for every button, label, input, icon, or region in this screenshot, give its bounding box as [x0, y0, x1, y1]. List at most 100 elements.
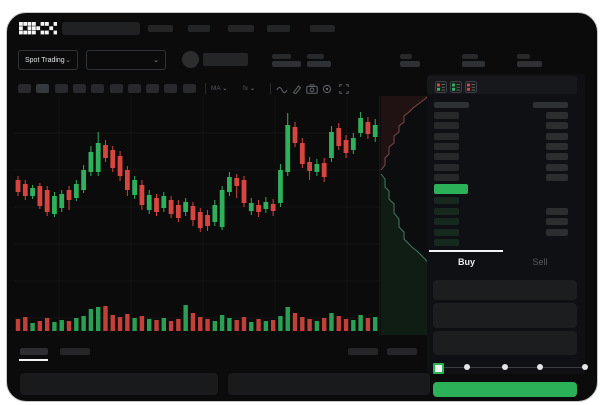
candlestick-chart[interactable] — [14, 96, 380, 336]
stat-label-placeholder — [462, 54, 478, 59]
ask-row-amount — [546, 122, 568, 130]
bid-row-price[interactable] — [434, 207, 459, 215]
timeframe-button[interactable] — [54, 84, 68, 93]
bid-row-price[interactable] — [434, 218, 459, 226]
pair-selector-dropdown[interactable]: ⌄ — [86, 50, 166, 70]
indicator-ma-dropdown[interactable]: MA ⌄ — [211, 85, 227, 92]
fullscreen-icon[interactable] — [339, 84, 349, 94]
slider-dot[interactable] — [582, 364, 588, 370]
timeframe-button[interactable] — [109, 84, 123, 93]
stat-label-placeholder — [517, 54, 530, 59]
ask-row-amount — [546, 142, 568, 150]
timeframe-button[interactable] — [182, 84, 196, 93]
ask-row-price[interactable] — [434, 132, 459, 140]
bid-row-amount — [546, 228, 568, 236]
indicator-fx-label: fx — [243, 85, 249, 92]
bid-row-price[interactable] — [434, 239, 459, 247]
timeframe-button[interactable] — [91, 84, 105, 93]
indicator-ma-label: MA — [211, 85, 221, 92]
bid-row-amount — [546, 218, 568, 226]
price-field[interactable] — [433, 280, 577, 300]
ask-row-price[interactable] — [434, 112, 459, 119]
chart-depth-divider — [379, 96, 380, 336]
orders-filter[interactable] — [387, 348, 417, 355]
nav-item[interactable] — [267, 25, 290, 32]
orders-tab-underline — [19, 359, 48, 361]
ask-row-price[interactable] — [434, 173, 459, 181]
timeframe-button[interactable] — [164, 84, 178, 93]
stat-value-placeholder — [400, 61, 420, 67]
last-price-highlight[interactable] — [434, 184, 468, 194]
ask-row-price[interactable] — [434, 153, 459, 161]
tab-sell[interactable]: Sell — [532, 257, 548, 267]
bid-row-price[interactable] — [434, 197, 459, 204]
timeframe-button[interactable] — [36, 84, 50, 93]
orders-panel — [228, 373, 430, 395]
bid-row-amount — [546, 207, 568, 215]
book-bids-icon[interactable] — [450, 81, 462, 93]
depth-chart — [380, 96, 430, 336]
ask-row-price[interactable] — [434, 122, 459, 130]
orders-filter[interactable] — [348, 348, 378, 355]
chevron-down-icon: ⌄ — [222, 86, 228, 92]
timeframe-button[interactable] — [18, 84, 31, 93]
spot-trading-label: Spot Trading — [25, 56, 65, 64]
stat-label-placeholder — [400, 54, 412, 59]
stat-value-placeholder — [517, 61, 542, 67]
timeframe-button[interactable] — [72, 84, 86, 93]
indicator-fx-dropdown[interactable]: fx ⌄ — [243, 85, 255, 92]
buy-button[interactable] — [433, 382, 577, 397]
slider-dot[interactable] — [464, 364, 470, 370]
nav-item[interactable] — [310, 25, 335, 32]
total-field[interactable] — [433, 331, 577, 355]
nav-item[interactable] — [228, 25, 254, 32]
book-combined-icon[interactable] — [435, 81, 447, 93]
ask-row-amount — [546, 112, 568, 119]
ask-row-amount — [546, 132, 568, 140]
settings-icon[interactable] — [322, 84, 332, 94]
toolbar-divider — [205, 83, 206, 94]
orders-tab-active[interactable] — [20, 348, 48, 355]
orders-panel — [20, 373, 218, 395]
stat-value-placeholder — [272, 61, 301, 67]
search-input[interactable] — [62, 22, 140, 35]
timeframe-button[interactable] — [146, 84, 160, 93]
nav-item[interactable] — [148, 25, 173, 32]
order-book-header-amount — [533, 102, 568, 108]
okx-logo[interactable] — [19, 22, 57, 35]
brush-icon[interactable] — [292, 84, 302, 94]
coin-icon — [182, 51, 199, 68]
spot-trading-dropdown[interactable]: Spot Trading ⌄ — [18, 50, 78, 70]
camera-icon[interactable] — [306, 84, 318, 94]
bid-row-price[interactable] — [434, 228, 459, 236]
wave-icon[interactable] — [276, 85, 288, 94]
slider-dot[interactable] — [537, 364, 543, 370]
ask-row-price[interactable] — [434, 163, 459, 171]
tab-buy[interactable]: Buy — [457, 257, 475, 267]
slider-dot[interactable] — [502, 364, 508, 370]
order-book-toolbar — [427, 76, 577, 94]
chevron-down-icon: ⌄ — [153, 56, 159, 64]
orders-tab[interactable] — [60, 348, 90, 355]
stat-label-placeholder — [272, 54, 291, 59]
ask-row-amount — [546, 153, 568, 161]
buy-tab-underline — [429, 250, 503, 252]
stat-label-placeholder — [307, 54, 324, 59]
ask-row-price[interactable] — [434, 142, 459, 150]
toolbar-divider — [270, 83, 271, 94]
stat-value-placeholder — [307, 61, 331, 67]
amount-slider-handle[interactable] — [433, 363, 444, 374]
order-book-header-price — [434, 102, 469, 108]
stat-value-placeholder — [462, 61, 485, 67]
timeframe-button[interactable] — [127, 84, 141, 93]
amount-slider-track[interactable] — [437, 367, 585, 368]
chevron-down-icon: ⌄ — [249, 86, 255, 92]
last-price-placeholder — [203, 53, 248, 66]
amount-field[interactable] — [433, 303, 577, 328]
ask-row-amount — [546, 173, 568, 181]
chevron-down-icon: ⌄ — [65, 56, 71, 64]
nav-item[interactable] — [188, 25, 210, 32]
ask-row-amount — [546, 163, 568, 171]
book-asks-icon[interactable] — [465, 81, 477, 93]
